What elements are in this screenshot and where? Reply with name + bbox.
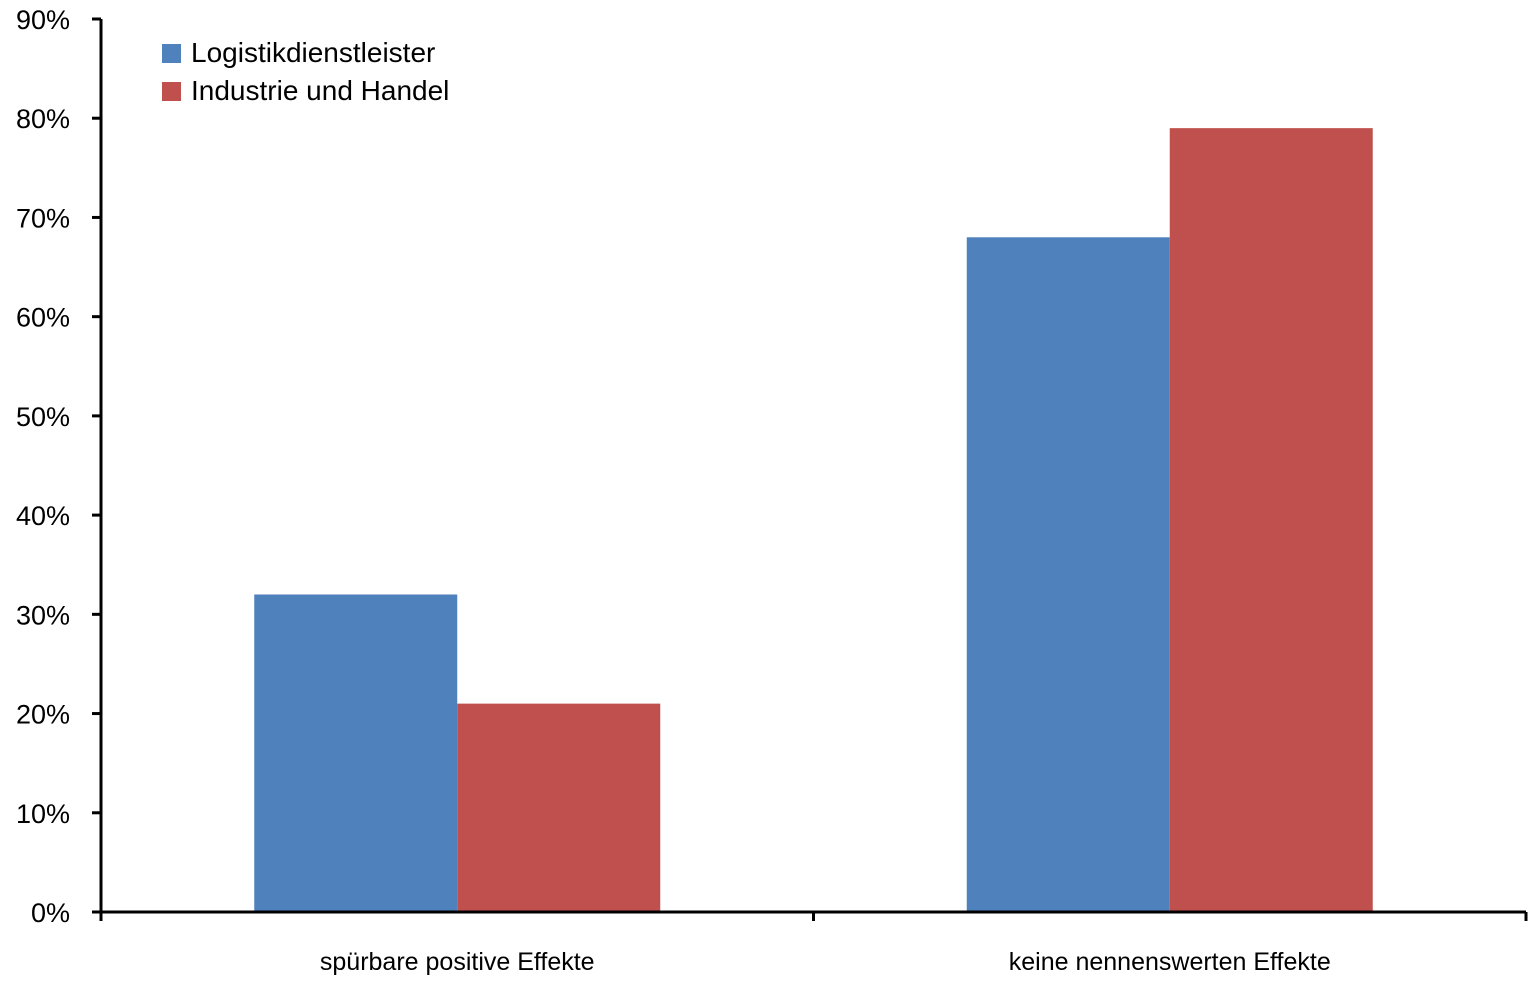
bar-logistik-0	[254, 594, 458, 912]
y-tick-label: 40%	[16, 501, 70, 531]
bar-industrie-0	[457, 703, 661, 912]
bars-layer	[254, 128, 1373, 913]
legend-swatch-1	[162, 82, 181, 101]
y-tick-label: 20%	[16, 700, 70, 730]
bar-logistik-1	[966, 237, 1170, 913]
y-tick-label: 0%	[31, 898, 70, 928]
bar-industrie-1	[1169, 128, 1373, 913]
legend-label-1: Industrie und Handel	[191, 75, 449, 106]
y-tick-label: 60%	[16, 303, 70, 333]
y-tick-label: 90%	[16, 5, 70, 35]
ticks-layer: 0% 10% 20% 30% 40% 50% 60% 70% 80% 90% spürbare po…	[16, 5, 1528, 976]
y-tick-label: 50%	[16, 402, 70, 432]
y-tick-label: 70%	[16, 203, 70, 233]
y-tick-label: 10%	[16, 799, 70, 829]
legend-label-0: Logistikdienstleister	[191, 37, 435, 68]
x-tick-label: keine nennenswerten Effekte	[1009, 948, 1331, 976]
x-tick-label: spürbare positive Effekte	[320, 948, 595, 976]
legend: Logistikdienstleister Industrie und Hande…	[162, 37, 449, 106]
y-tick-label: 30%	[16, 600, 70, 630]
y-tick-label: 80%	[16, 104, 70, 134]
legend-swatch-0	[162, 44, 181, 63]
